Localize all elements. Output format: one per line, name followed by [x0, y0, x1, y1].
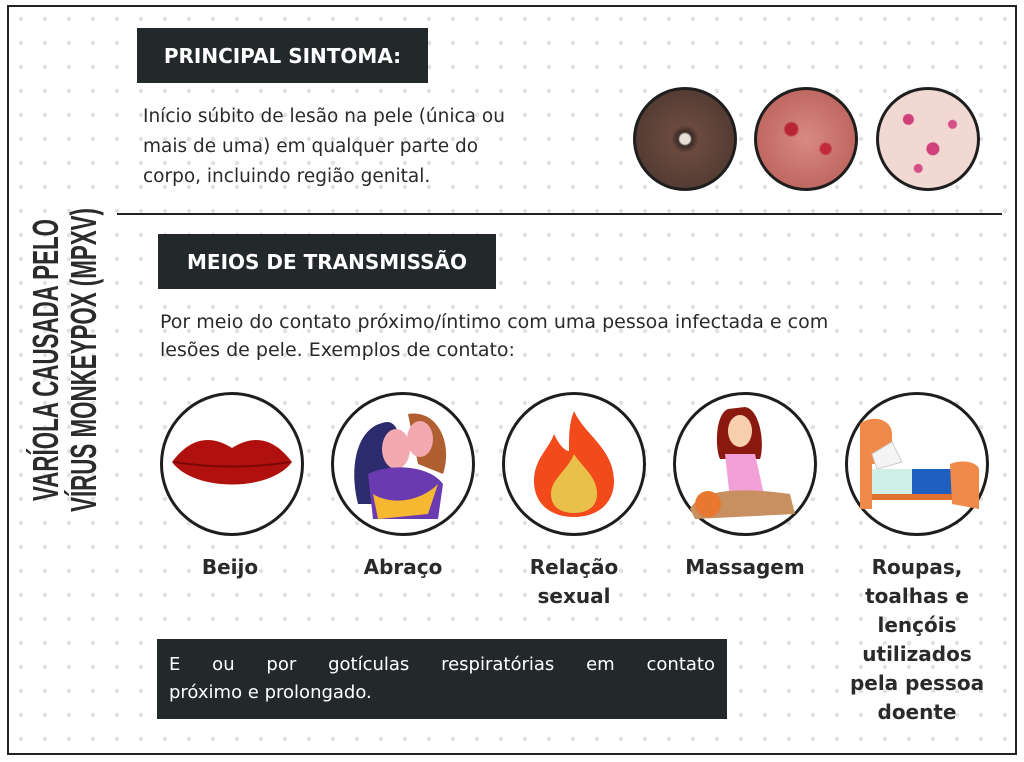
label-line: lençóis [877, 613, 957, 637]
label-line: pela pessoa [849, 671, 985, 695]
text-line: lesões de pele. Exemplos de contato: [160, 339, 515, 361]
side-title-line2: VÍRUS MONKEYPOX (MPXV) [63, 208, 104, 512]
example-circle-roupas [845, 392, 989, 536]
droplets-note: E ou por gotículas respiratórias em cont… [157, 639, 727, 719]
transmission-text: Por meio do contato próximo/íntimo com u… [160, 308, 828, 364]
label-line: Abraço [363, 555, 443, 579]
label-line: doente [877, 700, 957, 724]
label-line: Beijo [201, 555, 259, 579]
lesion-photo-2 [754, 87, 858, 191]
bed-icon [860, 418, 979, 509]
symptom-text: Início súbito de lesão na pele (única ou… [143, 102, 505, 192]
transmission-heading: MEIOS DE TRANSMISSÃO [158, 234, 496, 289]
lesion-photo-3 [876, 87, 980, 191]
fire-icon [534, 411, 614, 517]
example-label: Abraço [318, 553, 488, 582]
example-circle-relacao [502, 392, 646, 536]
label-line: utilizados [862, 642, 972, 666]
side-title-line1: VARÍOLA CAUSADA PELO [25, 219, 66, 501]
example-label: Roupas, toalhas e lençóis utilizados pel… [832, 553, 1002, 727]
example-circle-beijo [160, 392, 304, 536]
massage-icon [690, 407, 795, 519]
example-label: Massagem [660, 553, 830, 582]
example-label: Beijo [145, 553, 315, 582]
example-circle-massagem [673, 392, 817, 536]
lips-icon [172, 439, 292, 485]
note-line: próximo e prolongado. [169, 682, 372, 703]
note-line: E ou por gotículas respiratórias em cont… [169, 654, 715, 675]
label-line: toalhas e [865, 584, 969, 608]
label-line: Massagem [685, 555, 805, 579]
text-line: corpo, incluindo região genital. [143, 166, 431, 187]
section-divider [117, 213, 1002, 215]
example-circle-abraco [331, 392, 475, 536]
text-line: mais de uma) em qualquer parte do [143, 136, 479, 157]
label-line: Roupas, [871, 555, 963, 579]
text-line: Início súbito de lesão na pele (única ou [143, 106, 505, 127]
side-title: VARÍOLA CAUSADA PELO VÍRUS MONKEYPOX (MP… [25, 115, 104, 605]
label-line: Relação [529, 555, 619, 579]
label-line: sexual [537, 584, 611, 608]
text-line: Por meio do contato próximo/íntimo com u… [160, 311, 829, 333]
lesion-photo-1 [633, 87, 737, 191]
hug-icon [354, 413, 447, 519]
example-label: Relação sexual [489, 553, 659, 611]
symptom-heading: PRINCIPAL SINTOMA: [137, 28, 428, 83]
